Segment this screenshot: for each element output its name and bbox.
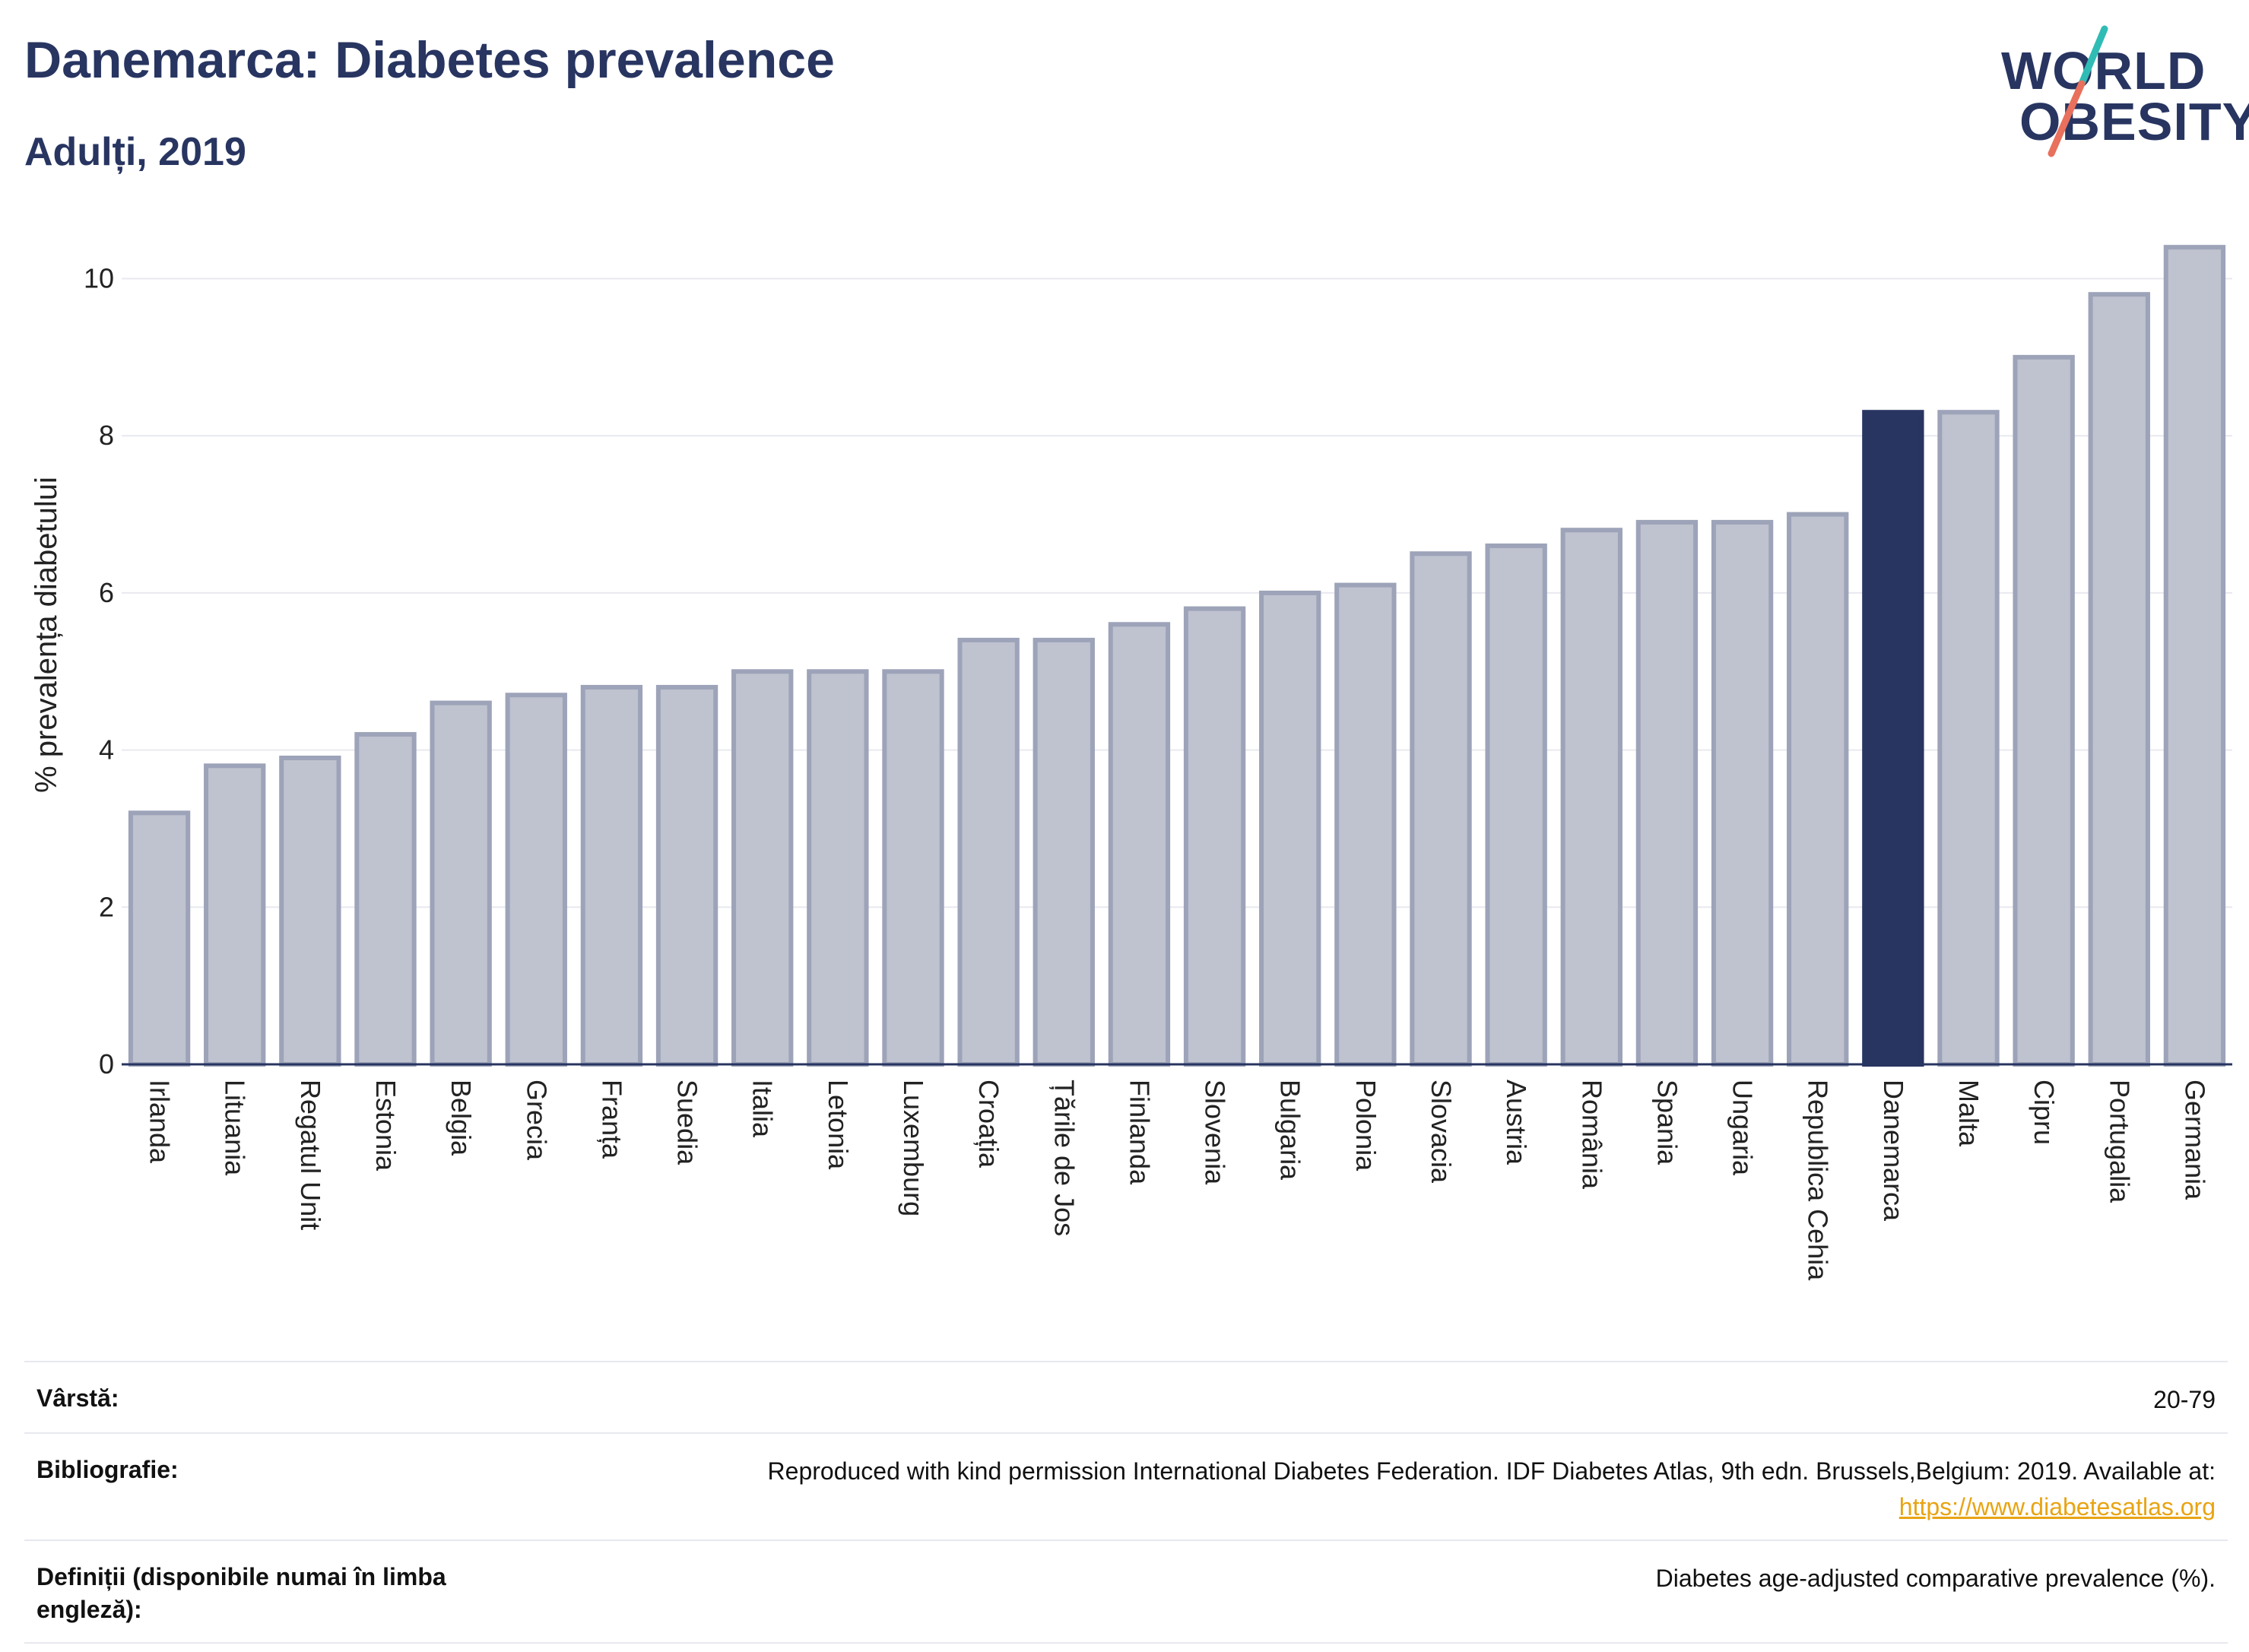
y-tick-label: 2 <box>99 891 114 922</box>
meta-row-bibliography: Bibliografie: Reproduced with kind permi… <box>24 1432 2228 1539</box>
category-label: Danemarca <box>1878 1080 1909 1222</box>
bar-cipru[interactable] <box>2013 354 2075 1067</box>
diabetes-atlas-link[interactable]: https://www.diabetesatlas.org <box>1898 1492 2216 1520</box>
category-label: Croația <box>973 1080 1004 1168</box>
bar-letonia[interactable] <box>807 669 869 1067</box>
bar-franța[interactable] <box>580 684 643 1067</box>
category-label: Republica Cehia <box>1803 1080 1834 1281</box>
category-label: Bulgaria <box>1275 1080 1306 1181</box>
meta-label-age: Vârstă: <box>36 1384 119 1412</box>
bar-țările-de-jos[interactable] <box>1033 637 1095 1067</box>
bibliography-text: Reproduced with kind permission Internat… <box>767 1457 2216 1486</box>
category-label: Cipru <box>2029 1080 2060 1145</box>
meta-value-age: 20-79 <box>2153 1386 2216 1413</box>
y-tick-label: 4 <box>99 734 114 766</box>
bar-germania[interactable] <box>2163 245 2226 1067</box>
bar-finlanda[interactable] <box>1108 622 1171 1067</box>
category-label: Estonia <box>370 1080 401 1172</box>
bar-italia[interactable] <box>731 669 794 1067</box>
y-tick-label: 0 <box>99 1048 114 1080</box>
bar-slovacia[interactable] <box>1410 551 1472 1067</box>
logo-slash-icon <box>2048 25 2108 157</box>
bar-grecia[interactable] <box>505 693 567 1067</box>
category-label: Letonia <box>823 1080 854 1170</box>
y-tick-labels: 0 2 4 6 8 10 <box>84 263 114 1080</box>
y-tick-label: 10 <box>84 263 114 294</box>
meta-value-bibliography: Reproduced with kind permission Internat… <box>768 1454 2216 1524</box>
bar-slovenia[interactable] <box>1183 606 1246 1067</box>
bar-austria[interactable] <box>1485 543 1547 1067</box>
category-label: Austria <box>1501 1080 1532 1165</box>
category-labels: Irlanda Lituania Regatul Unit Estonia Belgia… <box>144 1080 2211 1281</box>
meta-label-bibliography: Bibliografie: <box>36 1456 179 1484</box>
category-label: Polonia <box>1350 1080 1381 1172</box>
bar-danemarca[interactable] <box>1862 410 1924 1067</box>
category-label: Finlanda <box>1124 1080 1155 1185</box>
bar-croația[interactable] <box>957 637 1020 1067</box>
y-axis-title: % prevalența diabetului <box>30 477 63 793</box>
world-obesity-logo[interactable]: WORLD OBESITY <box>1992 23 2249 167</box>
bar-lituania[interactable] <box>204 763 266 1067</box>
page-subtitle: Adulți, 2019 <box>24 130 246 174</box>
category-label: Spania <box>1651 1080 1683 1165</box>
bar-portugalia[interactable] <box>2088 292 2150 1067</box>
category-label: Italia <box>747 1080 779 1138</box>
category-label: Luxemburg <box>898 1080 929 1216</box>
bar-suedia[interactable] <box>655 684 718 1067</box>
bar-regatul-unit[interactable] <box>279 755 341 1067</box>
category-label: Irlanda <box>144 1080 176 1164</box>
bar-malta[interactable] <box>1937 410 2000 1067</box>
category-label: Portugalia <box>2104 1080 2135 1203</box>
meta-value-definitions: Diabetes age-adjusted comparative preval… <box>1655 1565 2216 1593</box>
category-label: Malta <box>1953 1080 1984 1147</box>
category-label: Regatul Unit <box>295 1080 326 1230</box>
category-label: Grecia <box>521 1080 552 1161</box>
category-label: Slovenia <box>1200 1080 1231 1185</box>
bar-românia[interactable] <box>1560 528 1623 1067</box>
bar-polonia[interactable] <box>1334 582 1397 1067</box>
bar-ungaria[interactable] <box>1711 519 1774 1067</box>
bar-bulgaria[interactable] <box>1259 590 1321 1067</box>
category-label: Germania <box>2179 1080 2210 1200</box>
category-label: Țările de Jos <box>1048 1080 1080 1236</box>
bar-estonia[interactable] <box>354 731 417 1067</box>
meta-label-definitions: Definiții (disponibile numai în limba en… <box>36 1563 446 1624</box>
meta-row-definitions: Definiții (disponibile numai în limba en… <box>24 1539 2228 1644</box>
page-title: Danemarca: Diabetes prevalence <box>24 31 835 89</box>
category-label: Suedia <box>672 1080 703 1165</box>
y-tick-label: 8 <box>99 420 114 451</box>
bar-luxemburg[interactable] <box>882 669 944 1067</box>
logo-text-world: WORLD <box>2001 41 2206 100</box>
category-label: Ungaria <box>1727 1080 1759 1176</box>
category-label: Slovacia <box>1426 1080 1457 1184</box>
bar-belgia[interactable] <box>430 700 492 1067</box>
category-label: Lituania <box>220 1080 251 1176</box>
bar-irlanda[interactable] <box>128 810 191 1067</box>
bar-republica-cehia[interactable] <box>1787 512 1849 1067</box>
category-label: Franța <box>596 1080 627 1159</box>
metadata-table: Vârstă: 20-79 Bibliografie: Reproduced w… <box>24 1361 2228 1644</box>
bar-chart: 0 2 4 6 8 10 Irlanda Lituania Regatul Unit Eston… <box>30 245 2232 1281</box>
y-tick-label: 6 <box>99 577 114 608</box>
bars <box>128 245 2226 1067</box>
bar-spania[interactable] <box>1635 519 1699 1067</box>
meta-row-age: Vârstă: 20-79 <box>24 1361 2228 1432</box>
category-label: Belgia <box>446 1080 477 1156</box>
category-label: România <box>1576 1080 1607 1190</box>
